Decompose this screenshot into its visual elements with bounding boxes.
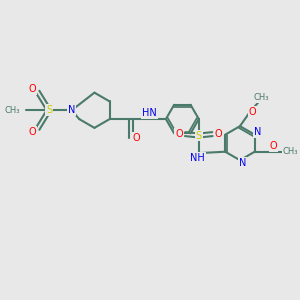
Text: O: O [269, 141, 277, 151]
Text: NH: NH [190, 153, 205, 163]
Text: O: O [29, 84, 36, 94]
Text: O: O [29, 127, 36, 136]
Text: N: N [239, 158, 247, 168]
Text: S: S [196, 130, 202, 140]
Text: S: S [46, 105, 52, 115]
Text: CH₃: CH₃ [283, 147, 298, 156]
Text: CH₃: CH₃ [254, 93, 269, 102]
Text: O: O [175, 129, 183, 139]
Text: N: N [68, 105, 75, 115]
Text: O: O [215, 129, 223, 139]
Text: N: N [254, 127, 261, 137]
Text: O: O [132, 133, 140, 142]
Text: CH₃: CH₃ [4, 106, 20, 115]
Text: O: O [248, 107, 256, 117]
Text: HN: HN [142, 108, 157, 118]
